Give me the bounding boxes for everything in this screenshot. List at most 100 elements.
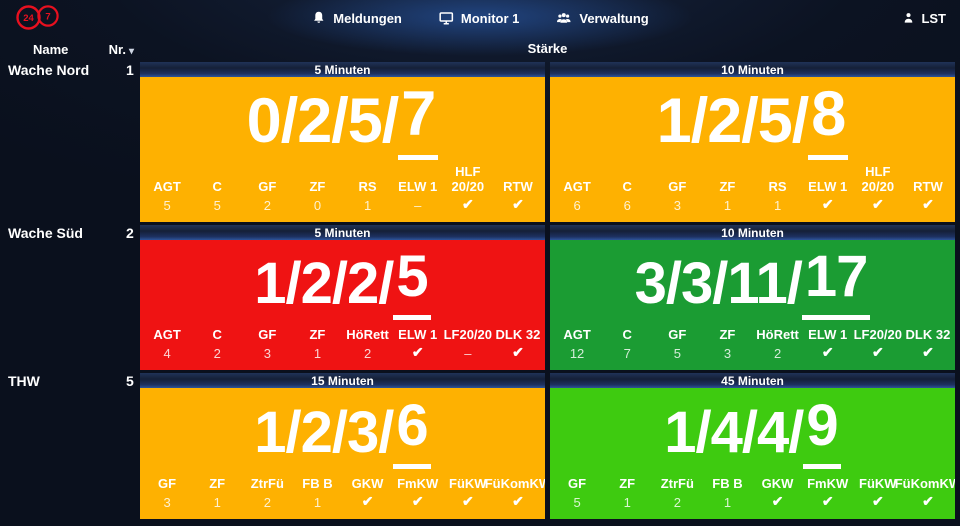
- unit-label: C: [622, 179, 632, 195]
- check-icon: ✔: [461, 196, 474, 212]
- user-menu-lst[interactable]: LST: [902, 11, 946, 26]
- unit-label: ELW 1: [808, 179, 848, 195]
- strength-panels: 0/2/5/7 AGT 5 C 5 GF 2 ZF 0 RS 1 ELW 1– HLF 20/20 ✔ RT…: [140, 77, 955, 222]
- unit-value: 7: [623, 346, 631, 361]
- unit-value: 5: [673, 346, 681, 361]
- unit-value: 3: [673, 198, 681, 213]
- check-icon: ✔: [821, 196, 834, 212]
- sort-caret-icon: ▾: [128, 45, 134, 57]
- unit-value: 1: [723, 198, 732, 213]
- unit-column: RS 1: [343, 165, 393, 213]
- unit-value: 1: [213, 495, 221, 510]
- interval-label: 5 Minuten: [140, 62, 545, 77]
- person-icon: [902, 11, 915, 25]
- unit-column: FüKomKW ✔: [895, 476, 955, 510]
- check-icon: ✔: [361, 493, 374, 509]
- station-label: Wache Süd 2: [0, 225, 140, 370]
- unit-label: C: [212, 179, 222, 195]
- unit-column: AGT 12: [552, 327, 602, 361]
- unit-label: ZtrFü: [660, 476, 694, 492]
- strength-leading: 1/2/5/: [656, 85, 810, 156]
- unit-column: RTW ✔: [493, 165, 543, 213]
- unit-value: 1: [313, 495, 322, 510]
- strength-value: 1/2/5/8: [550, 77, 955, 165]
- unit-column: FüKW ✔: [443, 476, 493, 510]
- unit-column: ZF 1: [702, 165, 752, 213]
- main-nav: Meldungen Monitor 1 Verwaltung: [311, 10, 649, 26]
- unit-column: AGT 4: [142, 327, 192, 361]
- unit-label: AGT: [563, 179, 591, 195]
- nav-item-meldungen[interactable]: Meldungen: [311, 10, 402, 26]
- unit-value: 2: [263, 198, 271, 213]
- unit-label: FüKomKW: [894, 476, 955, 492]
- station-rows: Wache Nord 1 5 Minuten 10 Minuten 0/2/5/7 AGT…: [0, 62, 960, 519]
- column-header-nr[interactable]: Nr. ▾: [109, 42, 134, 57]
- column-headers: Name Nr. ▾ Stärke: [0, 36, 960, 62]
- check-icon: ✔: [512, 493, 524, 509]
- station-content: 5 Minuten 10 Minuten 0/2/5/7 AGT 5 C 5 GF 2 ZF 0 RS…: [140, 62, 960, 222]
- station-nr: 5: [126, 373, 134, 389]
- unit-column: AGT 5: [142, 165, 192, 213]
- unit-column: AGT 6: [552, 165, 602, 213]
- unit-value: –: [464, 346, 472, 361]
- interval-band: 15 Minuten 45 Minuten: [140, 373, 955, 388]
- unit-column: GF 5: [552, 476, 602, 510]
- unit-value: 12: [569, 346, 585, 361]
- unit-column: GF 2: [242, 165, 292, 213]
- nav-item-verwaltung[interactable]: Verwaltung: [555, 10, 649, 26]
- unit-value: 1: [313, 346, 322, 361]
- unit-label: DLK 32: [905, 327, 951, 343]
- unit-value: 6: [573, 198, 581, 213]
- unit-label: HöRett: [756, 327, 799, 343]
- unit-column: HöRett 2: [343, 327, 393, 361]
- station-name: THW: [8, 373, 40, 389]
- column-header-staerke: Stärke: [527, 41, 568, 56]
- station-content: 5 Minuten 10 Minuten 1/2/2/5 AGT 4 C 2 GF 3 ZF 1 Hö…: [140, 225, 960, 370]
- strength-total-underlined: 7: [398, 82, 439, 160]
- unit-value: 0: [313, 198, 322, 213]
- unit-label: ZF: [619, 476, 636, 492]
- logo-24-7[interactable]: 24 7: [14, 2, 68, 34]
- unit-label: GF: [668, 327, 687, 343]
- strength-panels: 1/2/2/5 AGT 4 C 2 GF 3 ZF 1 HöRett 2 ELW 1 ✔ LF20/20–…: [140, 240, 955, 370]
- unit-label: FB B: [712, 476, 743, 492]
- unit-column: ZF 1: [192, 476, 242, 510]
- unit-column: RS 1: [753, 165, 803, 213]
- unit-column: LF20/20 –: [443, 327, 493, 361]
- unit-label: ZF: [209, 476, 226, 492]
- unit-column: ZF 3: [702, 327, 752, 361]
- check-icon: ✔: [871, 344, 884, 360]
- station-content: 15 Minuten 45 Minuten 1/2/3/6 GF 3 ZF 1 ZtrFü 2 F…: [140, 373, 960, 519]
- unit-value: 2: [673, 495, 681, 510]
- check-icon: ✔: [871, 493, 884, 509]
- unit-column: FüKomKW ✔: [485, 476, 545, 510]
- unit-label: HöRett: [346, 327, 389, 343]
- strength-value: 0/2/5/7: [140, 77, 545, 165]
- check-icon: ✔: [411, 344, 424, 360]
- column-header-name[interactable]: Name: [33, 41, 69, 57]
- unit-column: ZF 1: [602, 476, 652, 510]
- unit-column: HLF 20/20 ✔: [853, 164, 903, 213]
- station-label: THW 5: [0, 373, 140, 519]
- unit-column: FüKW ✔: [853, 476, 903, 510]
- check-icon: ✔: [922, 344, 934, 360]
- unit-label: FüKW: [449, 476, 487, 492]
- unit-value: 5: [163, 198, 171, 213]
- station-name: Wache Nord: [8, 62, 90, 78]
- unit-column: GKW ✔: [343, 476, 393, 510]
- unit-column: GF 5: [652, 327, 702, 361]
- station-name: Wache Süd: [8, 225, 83, 241]
- unit-value: 6: [623, 198, 631, 213]
- station-row: Wache Nord 1 5 Minuten 10 Minuten 0/2/5/7 AGT…: [0, 62, 960, 222]
- nav-item-monitor-1[interactable]: Monitor 1: [438, 10, 519, 26]
- interval-label: 10 Minuten: [550, 62, 955, 77]
- unit-column: FmKW ✔: [803, 476, 853, 510]
- unit-column: ZF 1: [292, 327, 342, 361]
- unit-value: 2: [773, 346, 782, 361]
- station-nr: 1: [126, 62, 134, 78]
- unit-label: ELW 1: [398, 327, 438, 343]
- unit-row: AGT 5 C 5 GF 2 ZF 0 RS 1 ELW 1– HLF 20/20 ✔ RTW ✔: [140, 164, 545, 222]
- unit-label: RTW: [503, 179, 533, 195]
